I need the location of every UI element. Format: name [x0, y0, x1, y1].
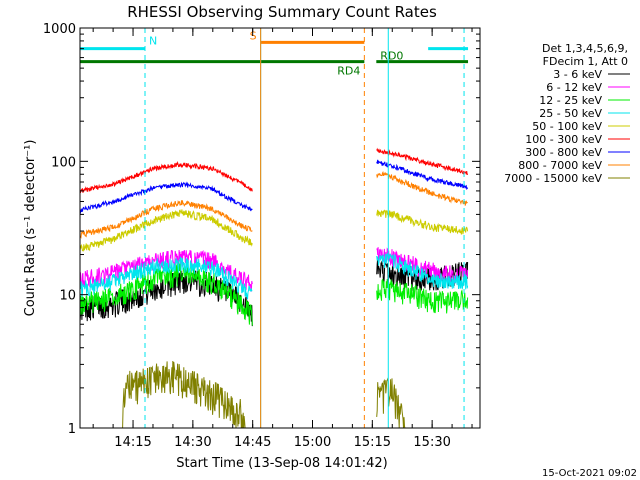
legend-entry-3: 12 - 25 keV: [539, 94, 602, 107]
legend: Det 1,3,4,5,6,9,FDecim 1, Att 03 - 6 keV…: [504, 42, 630, 185]
chart-title: RHESSI Observing Summary Count Rates: [127, 3, 437, 21]
footer-date: 15-Oct-2021 09:02: [542, 468, 637, 479]
x-tick-label: 14:45: [234, 435, 271, 450]
flag-label-2: RD4: [337, 65, 360, 78]
flag-label-1: S: [250, 29, 257, 42]
legend-entry-6: 100 - 300 keV: [525, 133, 602, 146]
x-tick-label: 15:30: [413, 435, 450, 450]
flag-label-3: RD0: [380, 50, 403, 63]
y-tick-label: 1: [68, 422, 76, 437]
series-line-9: [80, 360, 468, 429]
x-tick-label: 15:15: [354, 435, 391, 450]
series-line-7: [79, 159, 469, 215]
x-axis-label: Start Time (13-Sep-08 14:01:42): [176, 456, 387, 471]
legend-entry-5: 50 - 100 keV: [532, 120, 602, 133]
legend-entry-9: 7000 - 15000 keV: [504, 172, 602, 185]
y-tick-label: 10: [59, 289, 76, 304]
series-line-8: [79, 171, 468, 239]
plot-frame: [79, 27, 481, 429]
legend-entry-2: 6 - 12 keV: [546, 81, 602, 94]
legend-entry-4: 25 - 50 keV: [539, 107, 602, 120]
axes: 14:15 14:30 14:45 15:00 15:15 15:30 1 10 100 1000: [43, 22, 481, 450]
x-tick-label: 14:30: [174, 435, 211, 450]
legend-header-0: Det 1,3,4,5,6,9,: [542, 42, 628, 55]
x-tick-label: 14:15: [114, 435, 151, 450]
y-tick-label: 1000: [43, 22, 76, 37]
flag-label-0: N: [149, 35, 157, 48]
legend-header-1: FDecim 1, Att 0: [543, 55, 628, 68]
series-line-4: [79, 253, 469, 300]
y-tick-label: 100: [51, 155, 76, 170]
legend-entry-1: 3 - 6 keV: [553, 68, 602, 81]
legend-entry-7: 300 - 800 keV: [525, 146, 602, 159]
x-tick-label: 15:00: [294, 435, 331, 450]
y-axis-label: Count Rate (s⁻¹ detector⁻¹): [23, 140, 38, 317]
plot-area: N S RD4 RD0: [79, 28, 469, 429]
legend-entry-8: 800 - 7000 keV: [518, 159, 602, 172]
series-line-5: [79, 209, 469, 252]
series-line-6: [79, 147, 469, 194]
